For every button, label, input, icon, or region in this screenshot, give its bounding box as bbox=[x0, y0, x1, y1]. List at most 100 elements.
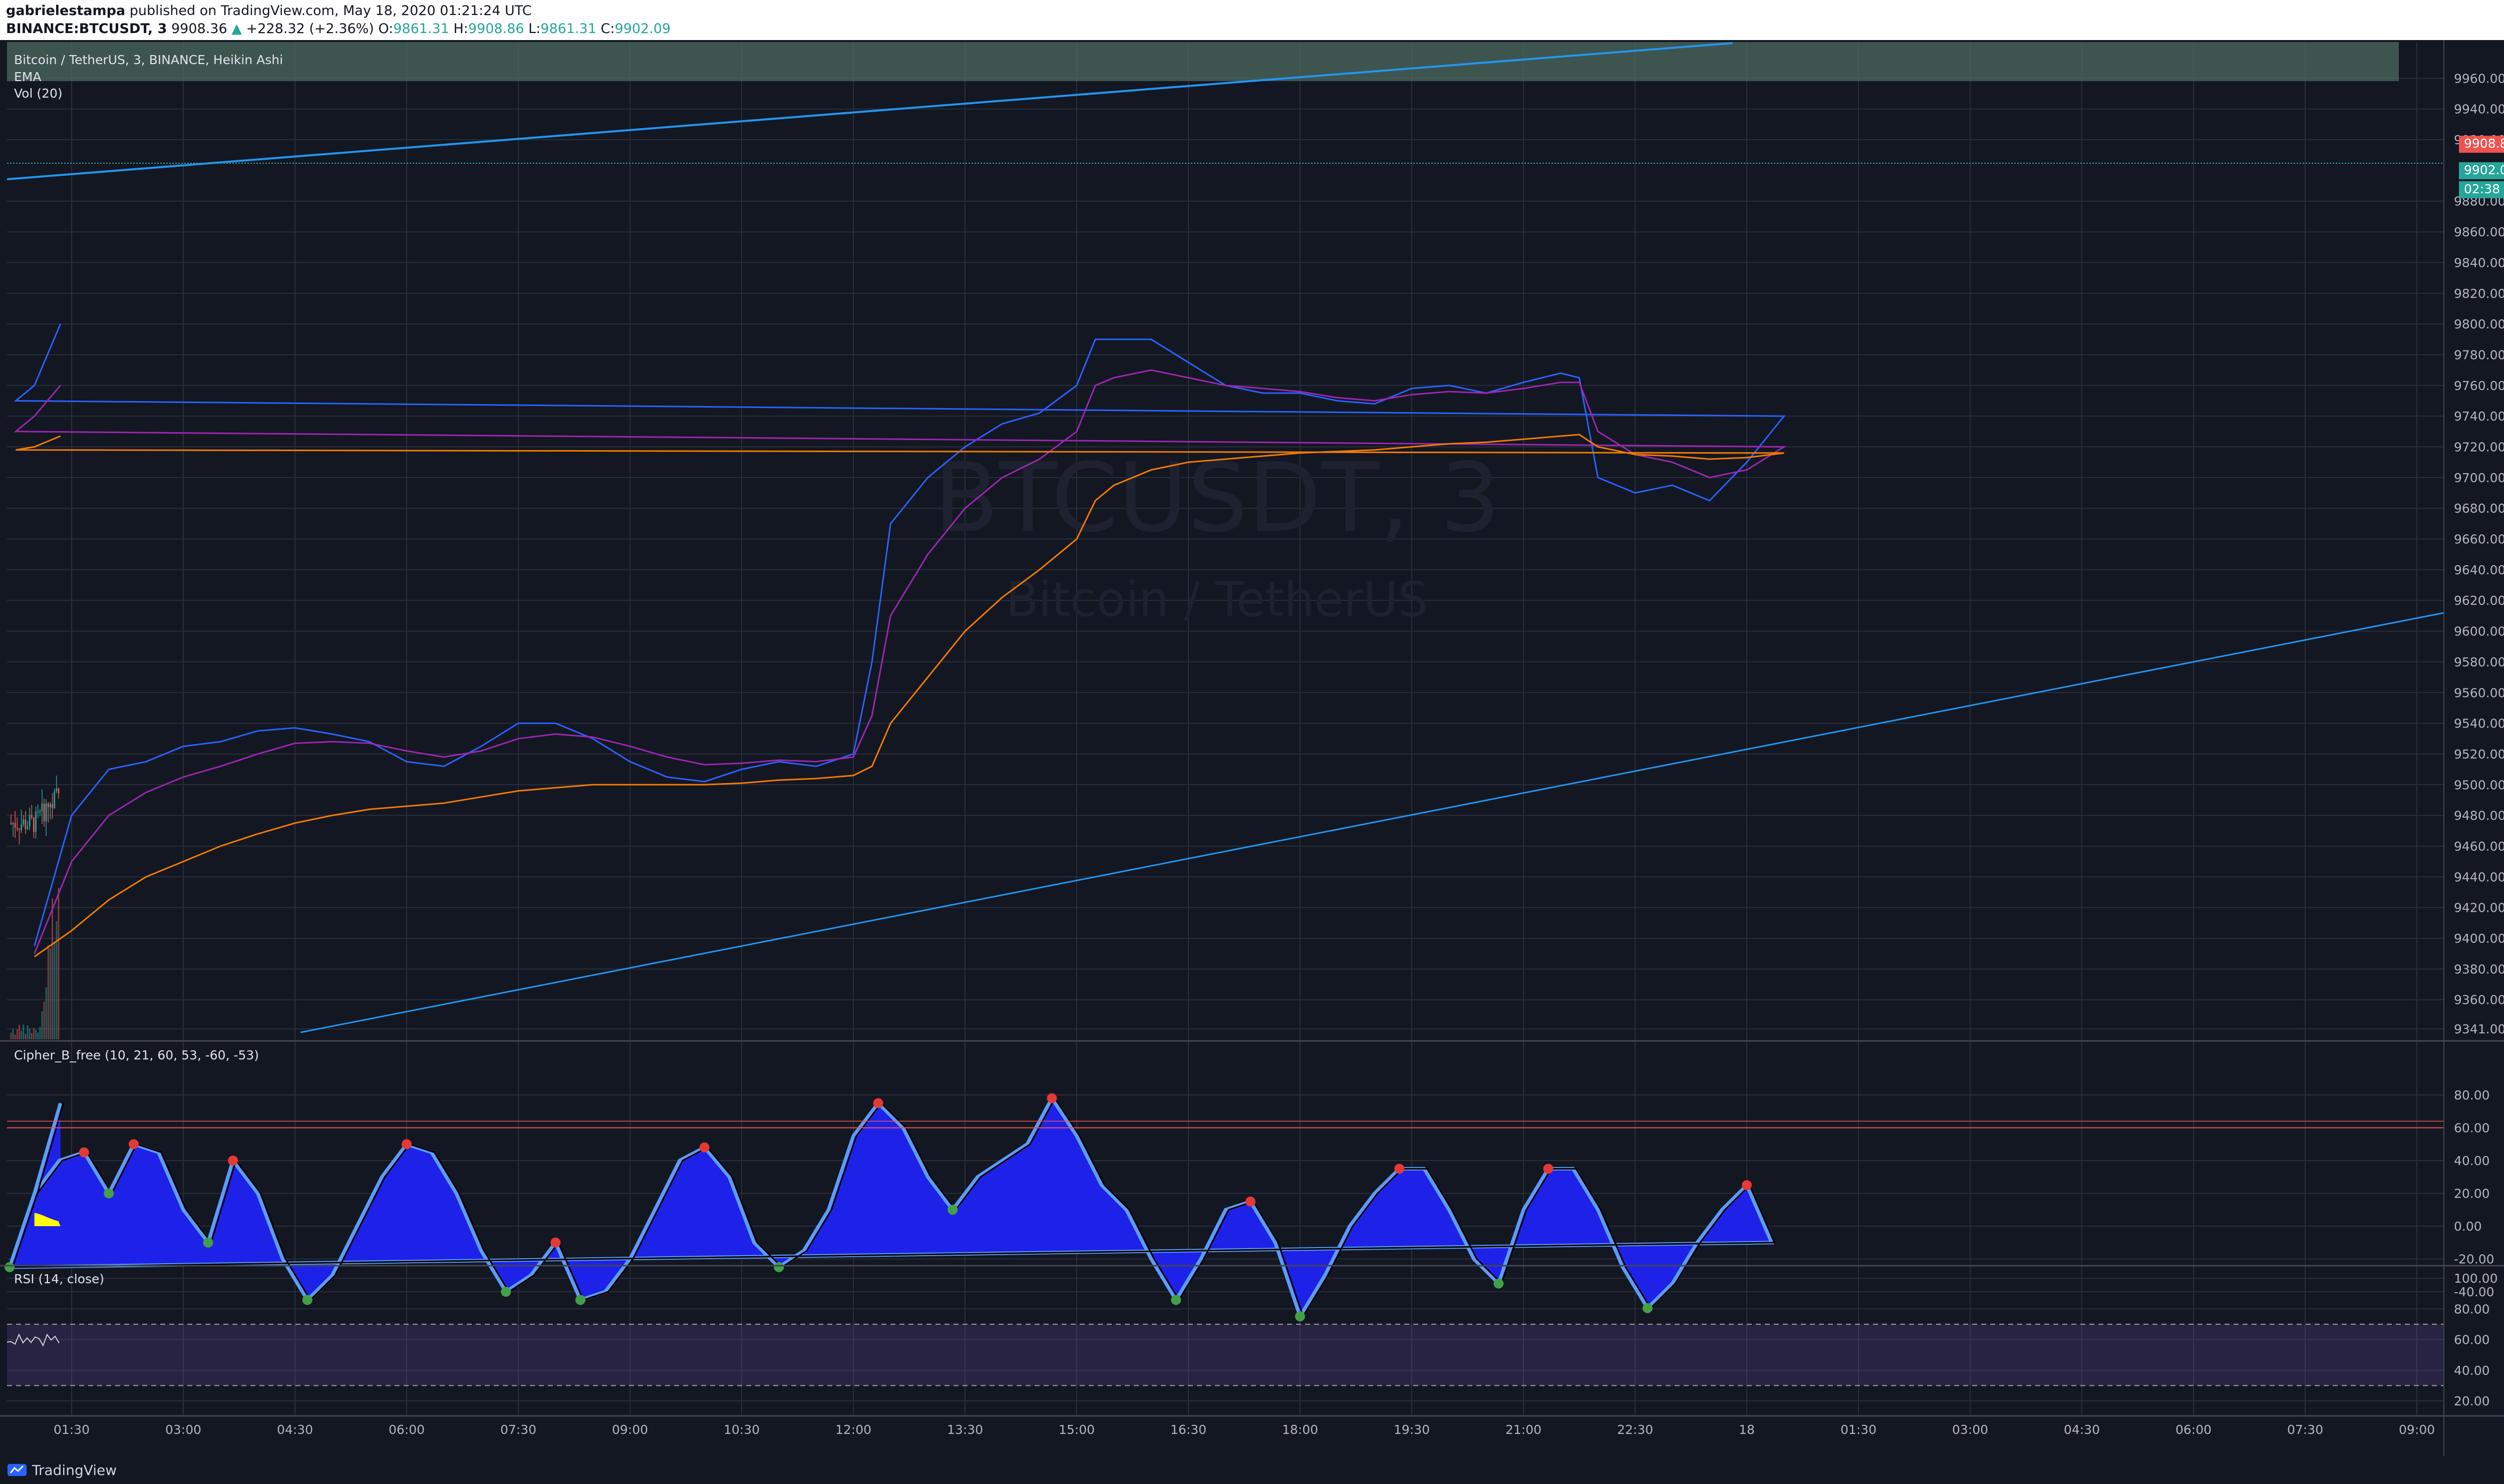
price-tick-label: 9820.00 bbox=[2454, 286, 2504, 301]
legend-vol[interactable]: Vol (20) bbox=[14, 86, 63, 101]
price-tick-label: 9580.00 bbox=[2454, 655, 2504, 669]
tradingview-brand[interactable]: TradingView bbox=[32, 1462, 117, 1478]
rsi-band bbox=[7, 1324, 2444, 1386]
time-tick-label: 06:00 bbox=[2175, 1422, 2212, 1437]
volume-bar bbox=[23, 1024, 25, 1039]
time-tick-label: 19:30 bbox=[1394, 1422, 1430, 1437]
candle-body bbox=[33, 817, 35, 832]
rsi-tick-label: 20.00 bbox=[2454, 1394, 2490, 1408]
candle-body bbox=[41, 803, 43, 811]
watermark-name: Bitcoin / TetherUS bbox=[1006, 572, 1428, 627]
high-label: H: bbox=[453, 21, 468, 37]
resistance-zone[interactable] bbox=[7, 42, 2399, 81]
time-tick-label: 16:30 bbox=[1170, 1422, 1206, 1437]
cipher-tick-label: -20.00 bbox=[2454, 1252, 2494, 1267]
time-tick-label: 15:00 bbox=[1059, 1422, 1095, 1437]
buy-dot bbox=[203, 1237, 213, 1248]
publish-info: gabrielestampa published on TradingView.… bbox=[6, 3, 532, 19]
time-tick-label: 22:30 bbox=[1617, 1422, 1653, 1437]
rsi-tick-label: 40.00 bbox=[2454, 1363, 2490, 1378]
volume-bar bbox=[31, 1033, 33, 1039]
sell-dot bbox=[1047, 1093, 1057, 1103]
cipher-tick-label: -40.00 bbox=[2454, 1285, 2494, 1299]
pane-separators bbox=[0, 40, 2504, 1456]
lower-trendline[interactable] bbox=[300, 612, 2444, 1033]
wave-signal-line bbox=[12, 1096, 1776, 1318]
buy-dot bbox=[302, 1295, 312, 1305]
legend-rsi[interactable]: RSI (14, close) bbox=[14, 1272, 104, 1286]
price-tick-label: 9400.00 bbox=[2454, 931, 2504, 946]
ema-lines bbox=[14, 323, 1787, 958]
cipher-axis[interactable]: 80.00 60.00 40.00 20.00 0.00 -20.00 -40.00 bbox=[2454, 1088, 2494, 1299]
time-tick-label: 18:00 bbox=[1282, 1422, 1318, 1437]
time-axis[interactable]: 01:30 03:00 04:30 06:00 07:30 09:00 10:30 12:00… bbox=[54, 1422, 2435, 1437]
price-tick-label: 9780.00 bbox=[2454, 347, 2504, 362]
price-tick-label: 9440.00 bbox=[2454, 870, 2504, 884]
time-tick-label: 01:30 bbox=[54, 1422, 90, 1437]
volume-bar bbox=[45, 987, 47, 1039]
sell-dot bbox=[1543, 1164, 1553, 1174]
legend-title[interactable]: Bitcoin / TetherUS, 3, BINANCE, Heikin A… bbox=[14, 53, 283, 67]
price-tick-label: 9360.00 bbox=[2454, 993, 2504, 1007]
volume-bar bbox=[19, 1024, 20, 1039]
rsi-axis[interactable]: 100.00 80.00 60.00 40.00 20.00 bbox=[2454, 1271, 2497, 1408]
buy-dot bbox=[501, 1287, 511, 1297]
high-value: 9908.86 bbox=[468, 21, 524, 37]
price-axis[interactable]: 9960.009940.009920.009880.009860.009840.… bbox=[2454, 71, 2504, 1036]
price-tick-label: 9640.00 bbox=[2454, 563, 2504, 577]
price-tick-label: 9480.00 bbox=[2454, 809, 2504, 823]
volume-bar bbox=[50, 948, 51, 1039]
price-tick-label: 9460.00 bbox=[2454, 839, 2504, 854]
tradingview-logo-icon[interactable] bbox=[7, 1462, 27, 1478]
cipher-tick-label: 0.00 bbox=[2454, 1219, 2482, 1234]
price-tick-label: 9560.00 bbox=[2454, 685, 2504, 700]
time-tick-label: 10:30 bbox=[724, 1422, 760, 1437]
time-tick-label: 07:30 bbox=[2287, 1422, 2323, 1437]
chart-canvas[interactable]: BTCUSDT, 3 Bitcoin / TetherUS 9960.00 994… bbox=[0, 40, 2504, 1456]
price-tick-label: 9600.00 bbox=[2454, 624, 2504, 639]
money-flow-area bbox=[34, 1213, 61, 1226]
change-arrow-icon: ▲ bbox=[231, 21, 242, 37]
price-tick-label: 9680.00 bbox=[2454, 501, 2504, 516]
cipher-b-panel bbox=[5, 1093, 2444, 1322]
publisher-name[interactable]: gabrielestampa bbox=[6, 3, 126, 19]
candle-body bbox=[52, 804, 53, 809]
time-tick-label: 09:00 bbox=[612, 1422, 648, 1437]
sell-dot bbox=[550, 1237, 561, 1248]
candle-body bbox=[47, 803, 49, 808]
candle-body bbox=[43, 803, 45, 822]
time-tick-label: 01:30 bbox=[1840, 1422, 1876, 1437]
volume-bar bbox=[25, 1033, 27, 1039]
volume-bar bbox=[58, 888, 60, 1039]
candle-body bbox=[21, 824, 23, 830]
volume-bar bbox=[52, 898, 53, 1039]
candle-body bbox=[37, 811, 39, 813]
candle-body bbox=[29, 815, 31, 827]
buy-dot bbox=[948, 1205, 958, 1215]
ema-fast-line bbox=[14, 323, 1786, 946]
sell-dot bbox=[402, 1139, 412, 1150]
volume-bar bbox=[29, 1028, 31, 1039]
chart-header: gabrielestampa published on TradingView.… bbox=[0, 0, 2504, 40]
legend-cipher[interactable]: Cipher_B_free (10, 21, 60, 53, -60, -53) bbox=[14, 1048, 259, 1062]
legend-ema[interactable]: EMA bbox=[14, 70, 41, 84]
price-tick-label: 9500.00 bbox=[2454, 778, 2504, 792]
buy-dot bbox=[104, 1188, 114, 1199]
watermark: BTCUSDT, 3 Bitcoin / TetherUS bbox=[933, 443, 1500, 627]
upper-trendline[interactable] bbox=[7, 42, 1733, 180]
candle-body bbox=[10, 823, 12, 824]
price-tick-label: 9800.00 bbox=[2454, 317, 2504, 331]
buy-dot bbox=[1171, 1295, 1181, 1305]
grid-lines bbox=[7, 42, 2444, 1415]
volume-bar bbox=[56, 921, 58, 1039]
cipher-tick-label: 60.00 bbox=[2454, 1121, 2490, 1136]
time-tick-label: 03:00 bbox=[165, 1422, 201, 1437]
price-label-last-bg bbox=[2459, 162, 2504, 179]
buy-dot bbox=[575, 1295, 585, 1305]
ema-mid-line bbox=[14, 369, 1787, 954]
price-label-high-bg bbox=[2459, 136, 2504, 153]
legend: Bitcoin / TetherUS, 3, BINANCE, Heikin A… bbox=[14, 53, 283, 1286]
candle-body bbox=[31, 815, 33, 818]
price-tick-label: 9740.00 bbox=[2454, 409, 2504, 424]
volume-bar bbox=[10, 1032, 12, 1039]
